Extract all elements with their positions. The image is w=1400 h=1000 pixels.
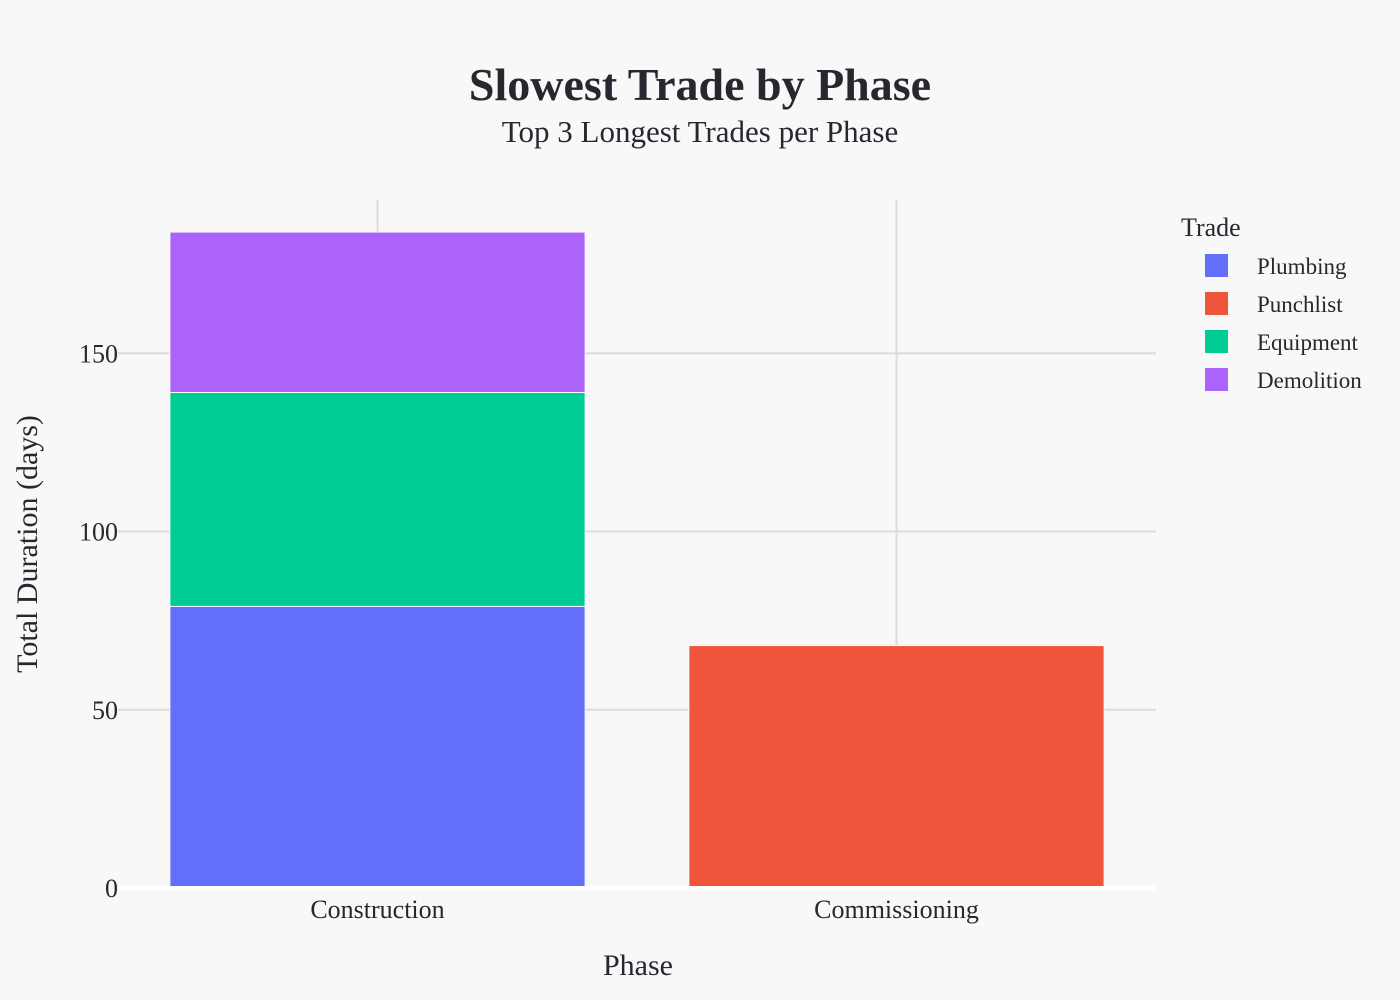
y-tick-label: 0 <box>105 874 118 903</box>
chart-subtitle: Top 3 Longest Trades per Phase <box>502 114 899 149</box>
bars <box>169 231 1105 889</box>
bar-equipment-construction[interactable] <box>169 391 586 607</box>
plot-area: 0 50 100 150 Construction Commissioning <box>79 200 1156 924</box>
legend-label-punchlist[interactable]: Punchlist <box>1257 292 1343 317</box>
x-tick-label: Construction <box>310 895 444 924</box>
y-axis-title: Total Duration (days) <box>11 415 44 673</box>
bar-demolition-construction[interactable] <box>169 231 586 393</box>
legend: Trade Plumbing Punchlist Equipment Demoliti… <box>1181 213 1362 393</box>
legend-swatch-equipment[interactable] <box>1205 330 1228 353</box>
legend-swatch-demolition[interactable] <box>1205 368 1228 391</box>
x-axis-ticks: Construction Commissioning <box>310 895 979 924</box>
legend-items: Plumbing Punchlist Equipment Demolition <box>1205 254 1362 393</box>
legend-swatch-punchlist[interactable] <box>1205 292 1228 315</box>
bar-plumbing-construction[interactable] <box>169 605 586 889</box>
legend-swatch-plumbing[interactable] <box>1205 254 1228 277</box>
y-tick-label: 150 <box>79 339 118 368</box>
y-axis-ticks: 0 50 100 150 <box>79 339 118 903</box>
legend-label-plumbing[interactable]: Plumbing <box>1257 254 1347 279</box>
legend-label-demolition[interactable]: Demolition <box>1257 368 1362 393</box>
x-tick-label: Commissioning <box>814 895 979 924</box>
bar-punchlist-commissioning[interactable] <box>688 645 1105 889</box>
x-axis-title: Phase <box>603 949 673 982</box>
chart-title: Slowest Trade by Phase <box>469 59 931 110</box>
legend-title: Trade <box>1181 213 1241 242</box>
legend-label-equipment[interactable]: Equipment <box>1257 330 1359 355</box>
y-tick-label: 50 <box>92 696 118 725</box>
y-tick-label: 100 <box>79 518 118 547</box>
